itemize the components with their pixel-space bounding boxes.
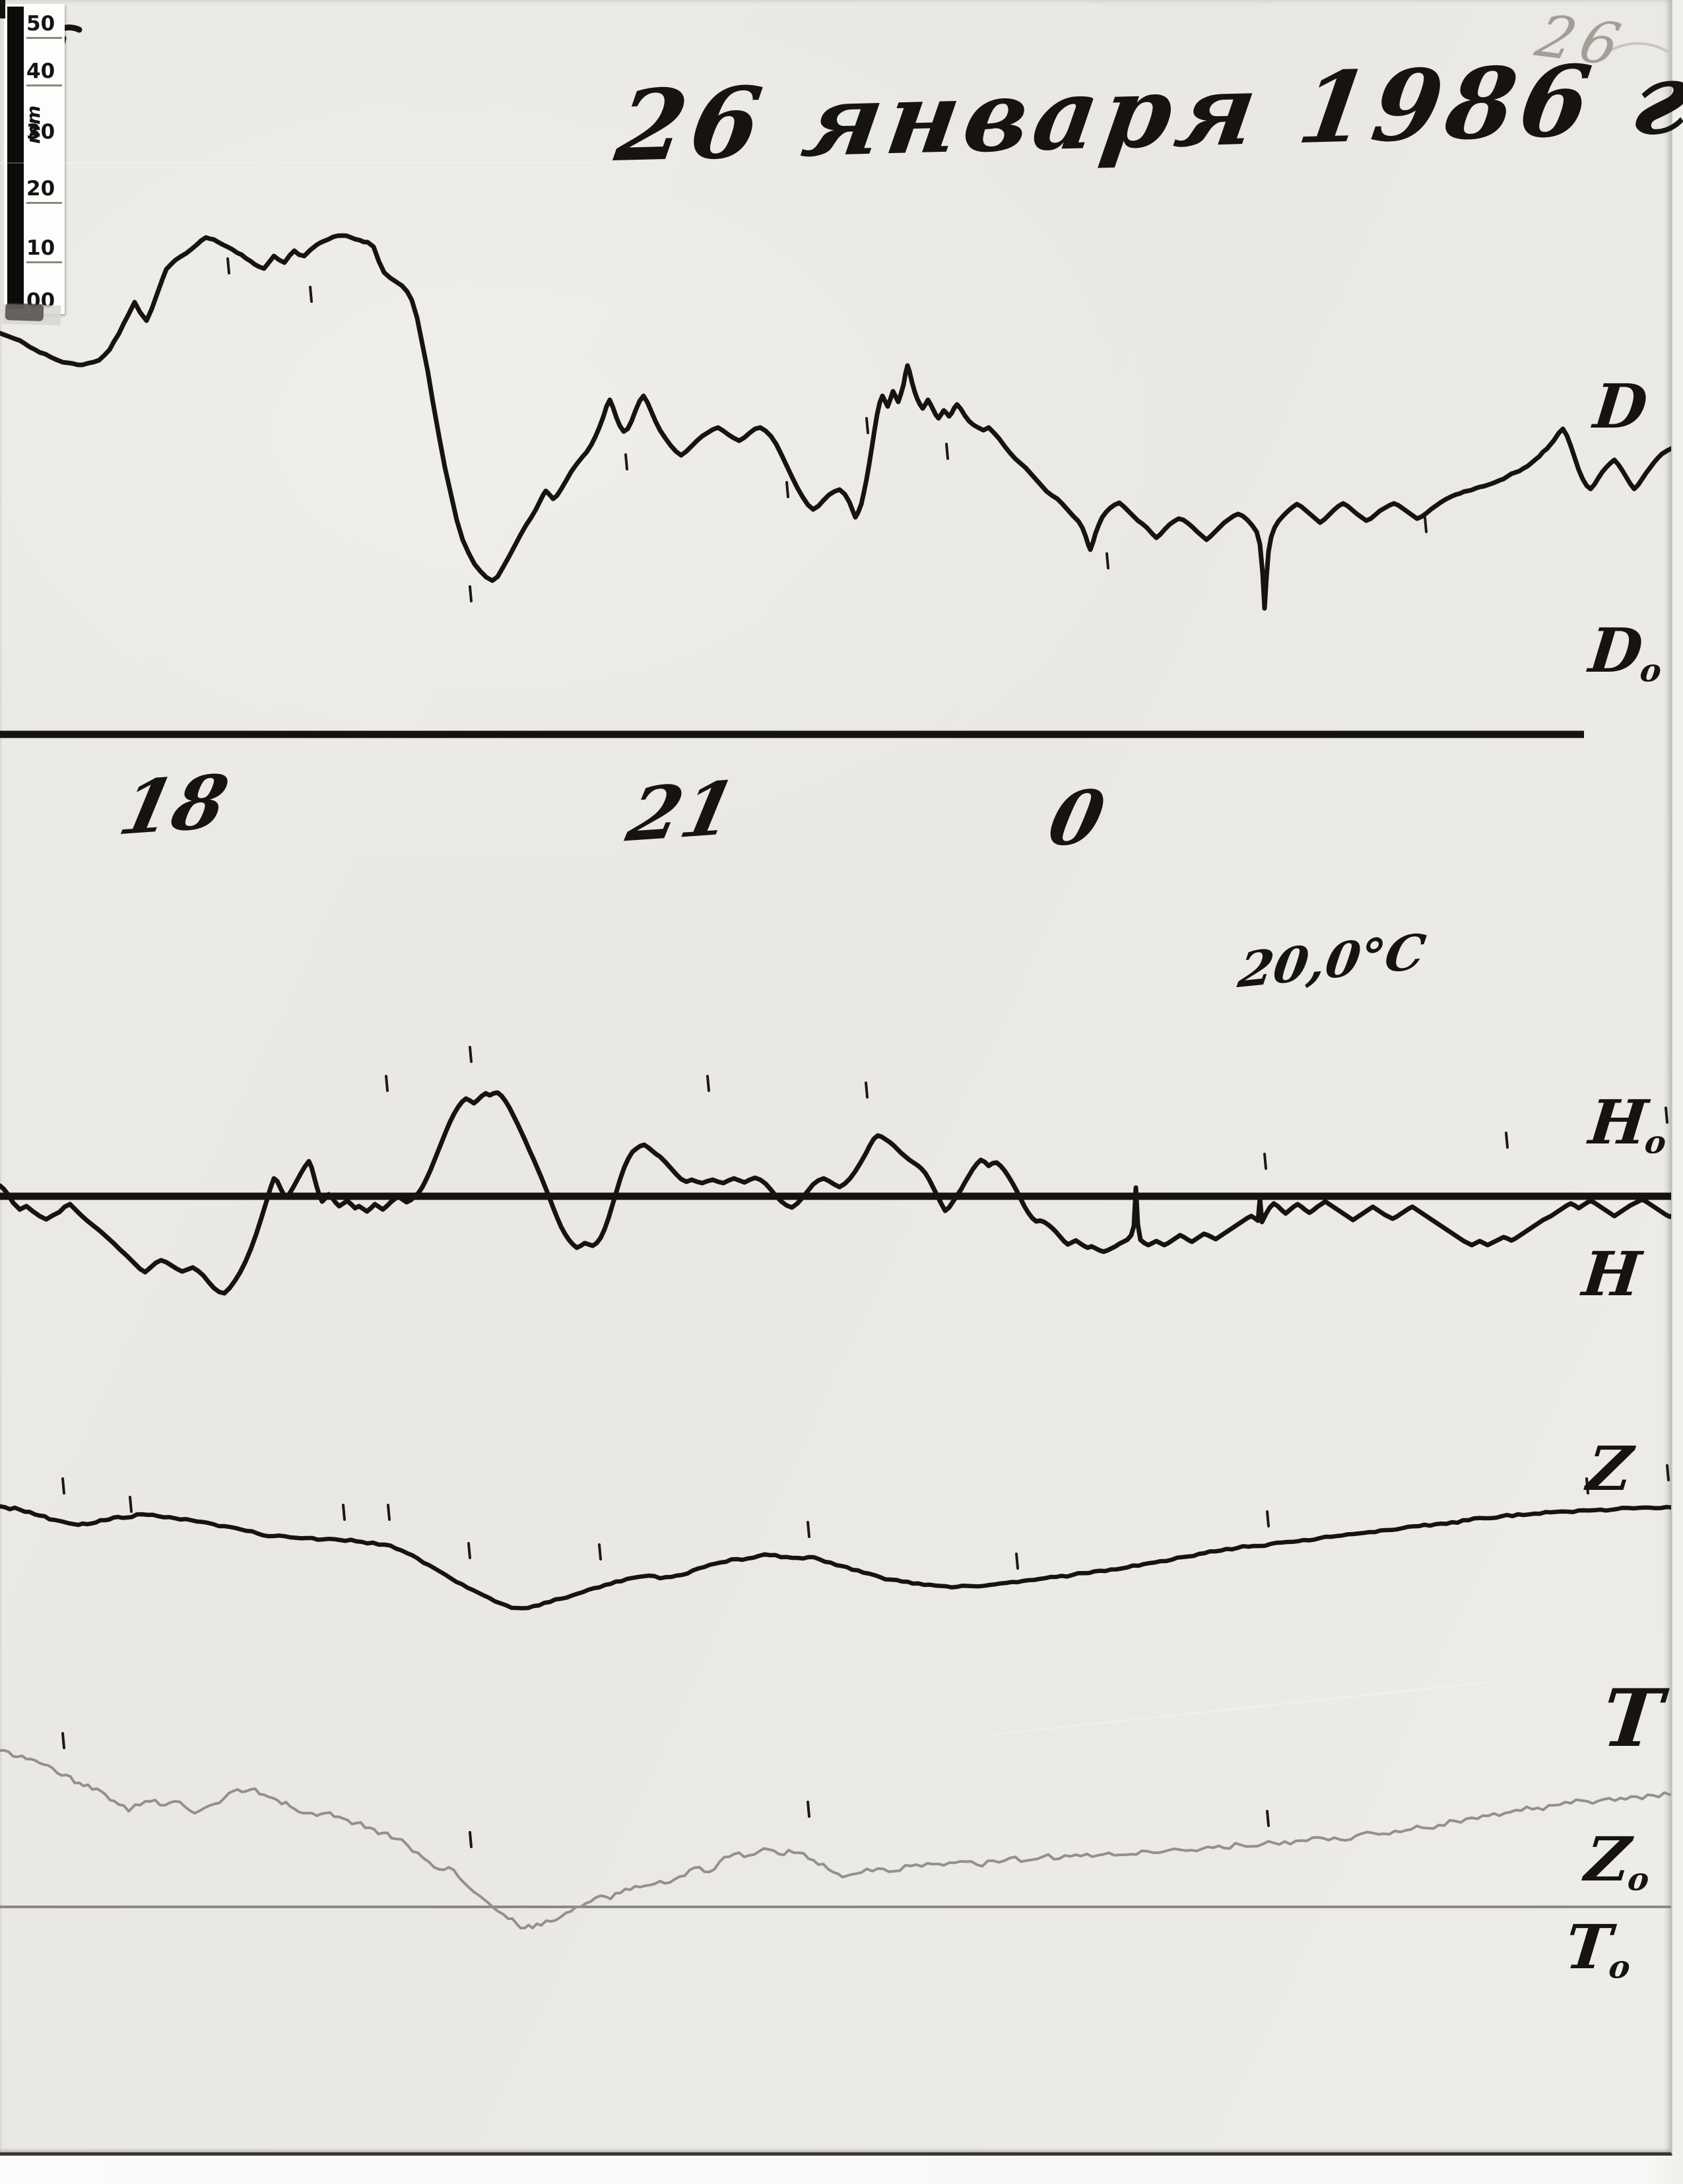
trace-D	[0, 233, 1671, 611]
trace-label-Z: Z	[1584, 1433, 1636, 1505]
trace-label-H0-sub: o	[1643, 1124, 1668, 1161]
hour-mark	[469, 585, 473, 602]
date-title: 26 января 1986 г.	[609, 39, 1683, 184]
tape-smudge	[5, 302, 44, 322]
trace-label-T0-sub: o	[1606, 1948, 1632, 1986]
hour-mark	[1666, 1464, 1670, 1481]
hour-mark	[469, 1831, 473, 1848]
trace-label-Z0: Zo	[1582, 1824, 1655, 1898]
ruler-unit-mm: mm	[22, 105, 44, 144]
trace-label-T-main: T	[1598, 1672, 1667, 1765]
hour-mark	[1424, 516, 1428, 533]
hour-mark	[598, 1543, 602, 1560]
ruler-label-10: 10	[26, 236, 55, 260]
hour-mark	[1106, 552, 1109, 569]
trace-label-H0: Ho	[1586, 1087, 1671, 1161]
hour-mark	[865, 417, 869, 434]
trace-H	[0, 1090, 1671, 1296]
hour-mark	[385, 1075, 389, 1092]
hour-mark	[945, 443, 949, 460]
trace-label-Z0-main: Z	[1581, 1824, 1634, 1895]
magnetogram-canvas	[0, 24, 1671, 1930]
trace-label-T: T	[1598, 1672, 1666, 1765]
trace-label-D: D	[1591, 371, 1651, 443]
hour-mark	[1505, 1132, 1509, 1149]
mm-scale-ruler: 50 40 30 mm 20 10 00	[4, 4, 65, 314]
ruler-label-30: 30	[26, 120, 55, 144]
trace-label-H: H	[1579, 1238, 1644, 1310]
ruler-label-40: 40	[26, 59, 55, 83]
hour-mark	[1266, 1510, 1270, 1527]
ruler-label-20: 20	[26, 177, 55, 201]
hour-mark	[469, 1046, 473, 1063]
pencil-page-number: 26	[1529, 2, 1634, 79]
trace-label-D0-sub: o	[1638, 652, 1663, 690]
hour-mark	[1665, 1107, 1668, 1124]
scan-edge-sliver	[0, 0, 5, 18]
trace-label-Z0-sub: o	[1626, 1861, 1651, 1898]
pencil-squiggle	[1604, 42, 1671, 54]
hour-mark	[1266, 1810, 1270, 1827]
ruler-tick	[26, 84, 62, 86]
trace-label-T0-main: T	[1562, 1911, 1615, 1983]
hour-mark	[865, 1081, 869, 1099]
ruler-tick	[26, 202, 62, 204]
trace-Z	[0, 1504, 1671, 1611]
hour-mark	[785, 481, 789, 498]
hour-mark	[1585, 1477, 1589, 1494]
trace-label-D0-main: D	[1585, 615, 1646, 686]
hour-mark	[309, 286, 313, 303]
ruler-tick	[26, 261, 62, 263]
trace-label-D-main: D	[1590, 371, 1651, 442]
ruler-tick	[26, 37, 62, 39]
hour-mark	[467, 1542, 471, 1559]
ruler-black-bar	[7, 7, 24, 309]
time-label-21: 21	[620, 765, 744, 859]
hour-mark	[61, 1732, 65, 1749]
hour-mark	[342, 1504, 346, 1521]
hour-mark	[807, 1801, 810, 1818]
hour-mark	[387, 1504, 391, 1521]
ruler-label-50: 50	[26, 12, 55, 36]
trace-label-H0-main: H	[1585, 1087, 1651, 1158]
hour-mark	[706, 1075, 710, 1092]
hour-mark	[807, 1521, 810, 1538]
hour-mark	[226, 257, 230, 274]
hour-mark	[1015, 1553, 1019, 1570]
time-label-18: 18	[112, 758, 236, 852]
trace-label-T0: To	[1562, 1911, 1635, 1986]
trace-label-D0: Do	[1586, 615, 1666, 690]
hour-mark	[624, 453, 628, 470]
hour-mark	[129, 1496, 133, 1513]
trace-label-Z-main: Z	[1583, 1433, 1636, 1504]
trace-label-H-main: H	[1579, 1238, 1645, 1310]
trace-T	[0, 1749, 1671, 1930]
hour-mark	[61, 1477, 65, 1494]
hour-mark	[1263, 1153, 1267, 1170]
